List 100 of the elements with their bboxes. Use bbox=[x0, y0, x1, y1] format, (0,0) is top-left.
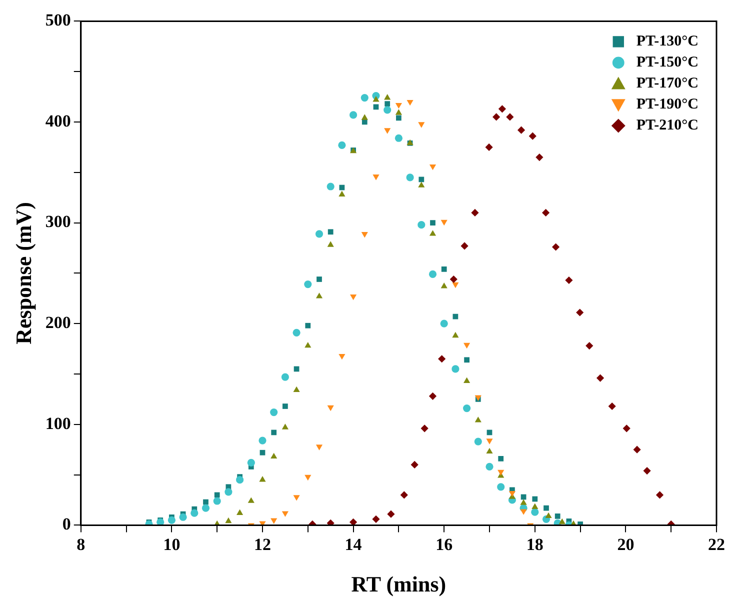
point bbox=[282, 511, 288, 517]
point bbox=[384, 94, 391, 100]
point bbox=[361, 232, 368, 238]
point bbox=[338, 141, 346, 149]
point bbox=[531, 508, 539, 516]
point bbox=[441, 266, 447, 272]
point bbox=[305, 322, 311, 328]
x-tick-label: 10 bbox=[163, 534, 180, 554]
point bbox=[190, 509, 198, 517]
point bbox=[156, 518, 164, 526]
point bbox=[350, 518, 358, 526]
point bbox=[293, 495, 300, 501]
point bbox=[418, 182, 425, 188]
point bbox=[395, 102, 402, 109]
x-tick-label: 8 bbox=[76, 534, 86, 554]
point bbox=[498, 105, 506, 113]
point bbox=[608, 402, 616, 410]
point bbox=[400, 491, 408, 499]
x-tick-label: 12 bbox=[254, 534, 271, 554]
point bbox=[520, 509, 527, 515]
point bbox=[452, 365, 460, 373]
point bbox=[202, 504, 210, 512]
point bbox=[328, 229, 334, 235]
point bbox=[338, 190, 346, 196]
point bbox=[486, 462, 494, 471]
point bbox=[282, 424, 288, 430]
point bbox=[315, 230, 324, 238]
point bbox=[350, 294, 357, 300]
legend-label: PT-210°C bbox=[636, 118, 699, 134]
point bbox=[498, 456, 504, 462]
point bbox=[270, 518, 278, 524]
point bbox=[633, 446, 641, 454]
point bbox=[406, 100, 414, 106]
point bbox=[394, 134, 402, 142]
point bbox=[440, 320, 448, 328]
point bbox=[528, 132, 536, 140]
point bbox=[258, 436, 266, 444]
point bbox=[270, 408, 278, 416]
x-tick-label: 14 bbox=[344, 534, 362, 554]
point bbox=[486, 448, 493, 454]
point bbox=[247, 458, 255, 467]
point bbox=[387, 510, 395, 518]
point bbox=[304, 342, 312, 348]
point bbox=[396, 115, 402, 121]
point bbox=[429, 164, 436, 170]
point bbox=[225, 517, 232, 524]
point bbox=[338, 354, 346, 360]
x-tick-label: 18 bbox=[526, 534, 544, 554]
point bbox=[552, 243, 560, 251]
point bbox=[440, 220, 448, 226]
point bbox=[428, 270, 437, 278]
point bbox=[464, 377, 470, 383]
point bbox=[395, 109, 402, 115]
point bbox=[168, 516, 176, 524]
point bbox=[440, 282, 448, 288]
point bbox=[271, 430, 277, 436]
point bbox=[536, 153, 544, 162]
point bbox=[485, 143, 493, 151]
point bbox=[474, 416, 482, 422]
point bbox=[350, 111, 358, 119]
point bbox=[418, 176, 424, 182]
x-tick-label: 20 bbox=[617, 534, 634, 554]
point bbox=[236, 476, 244, 484]
point bbox=[596, 374, 604, 382]
point bbox=[438, 355, 446, 363]
point bbox=[622, 424, 630, 432]
point bbox=[372, 515, 380, 523]
point bbox=[532, 503, 538, 509]
point bbox=[384, 128, 391, 134]
point bbox=[372, 96, 380, 102]
y-axis-title: Response (mV) bbox=[10, 202, 36, 344]
point bbox=[576, 308, 584, 316]
point bbox=[452, 332, 459, 338]
point bbox=[304, 280, 312, 288]
point bbox=[464, 342, 470, 349]
point bbox=[384, 106, 392, 114]
point bbox=[452, 282, 459, 288]
point bbox=[248, 497, 254, 503]
point bbox=[544, 505, 549, 511]
point bbox=[224, 488, 232, 496]
point bbox=[558, 518, 566, 524]
point bbox=[179, 513, 187, 521]
point bbox=[450, 275, 458, 284]
legend-label: PT-150°C bbox=[636, 54, 699, 71]
point bbox=[460, 242, 468, 250]
point bbox=[430, 220, 436, 226]
point bbox=[418, 122, 425, 128]
legend-label: PT-170°C bbox=[636, 76, 699, 92]
point bbox=[565, 276, 573, 284]
point bbox=[384, 101, 390, 107]
point bbox=[316, 276, 322, 282]
point bbox=[545, 512, 552, 518]
point bbox=[554, 513, 560, 519]
point bbox=[260, 450, 266, 456]
point bbox=[282, 404, 288, 409]
point bbox=[497, 483, 505, 491]
point bbox=[517, 126, 526, 134]
point bbox=[474, 438, 482, 446]
point bbox=[506, 113, 514, 121]
point bbox=[327, 241, 334, 247]
